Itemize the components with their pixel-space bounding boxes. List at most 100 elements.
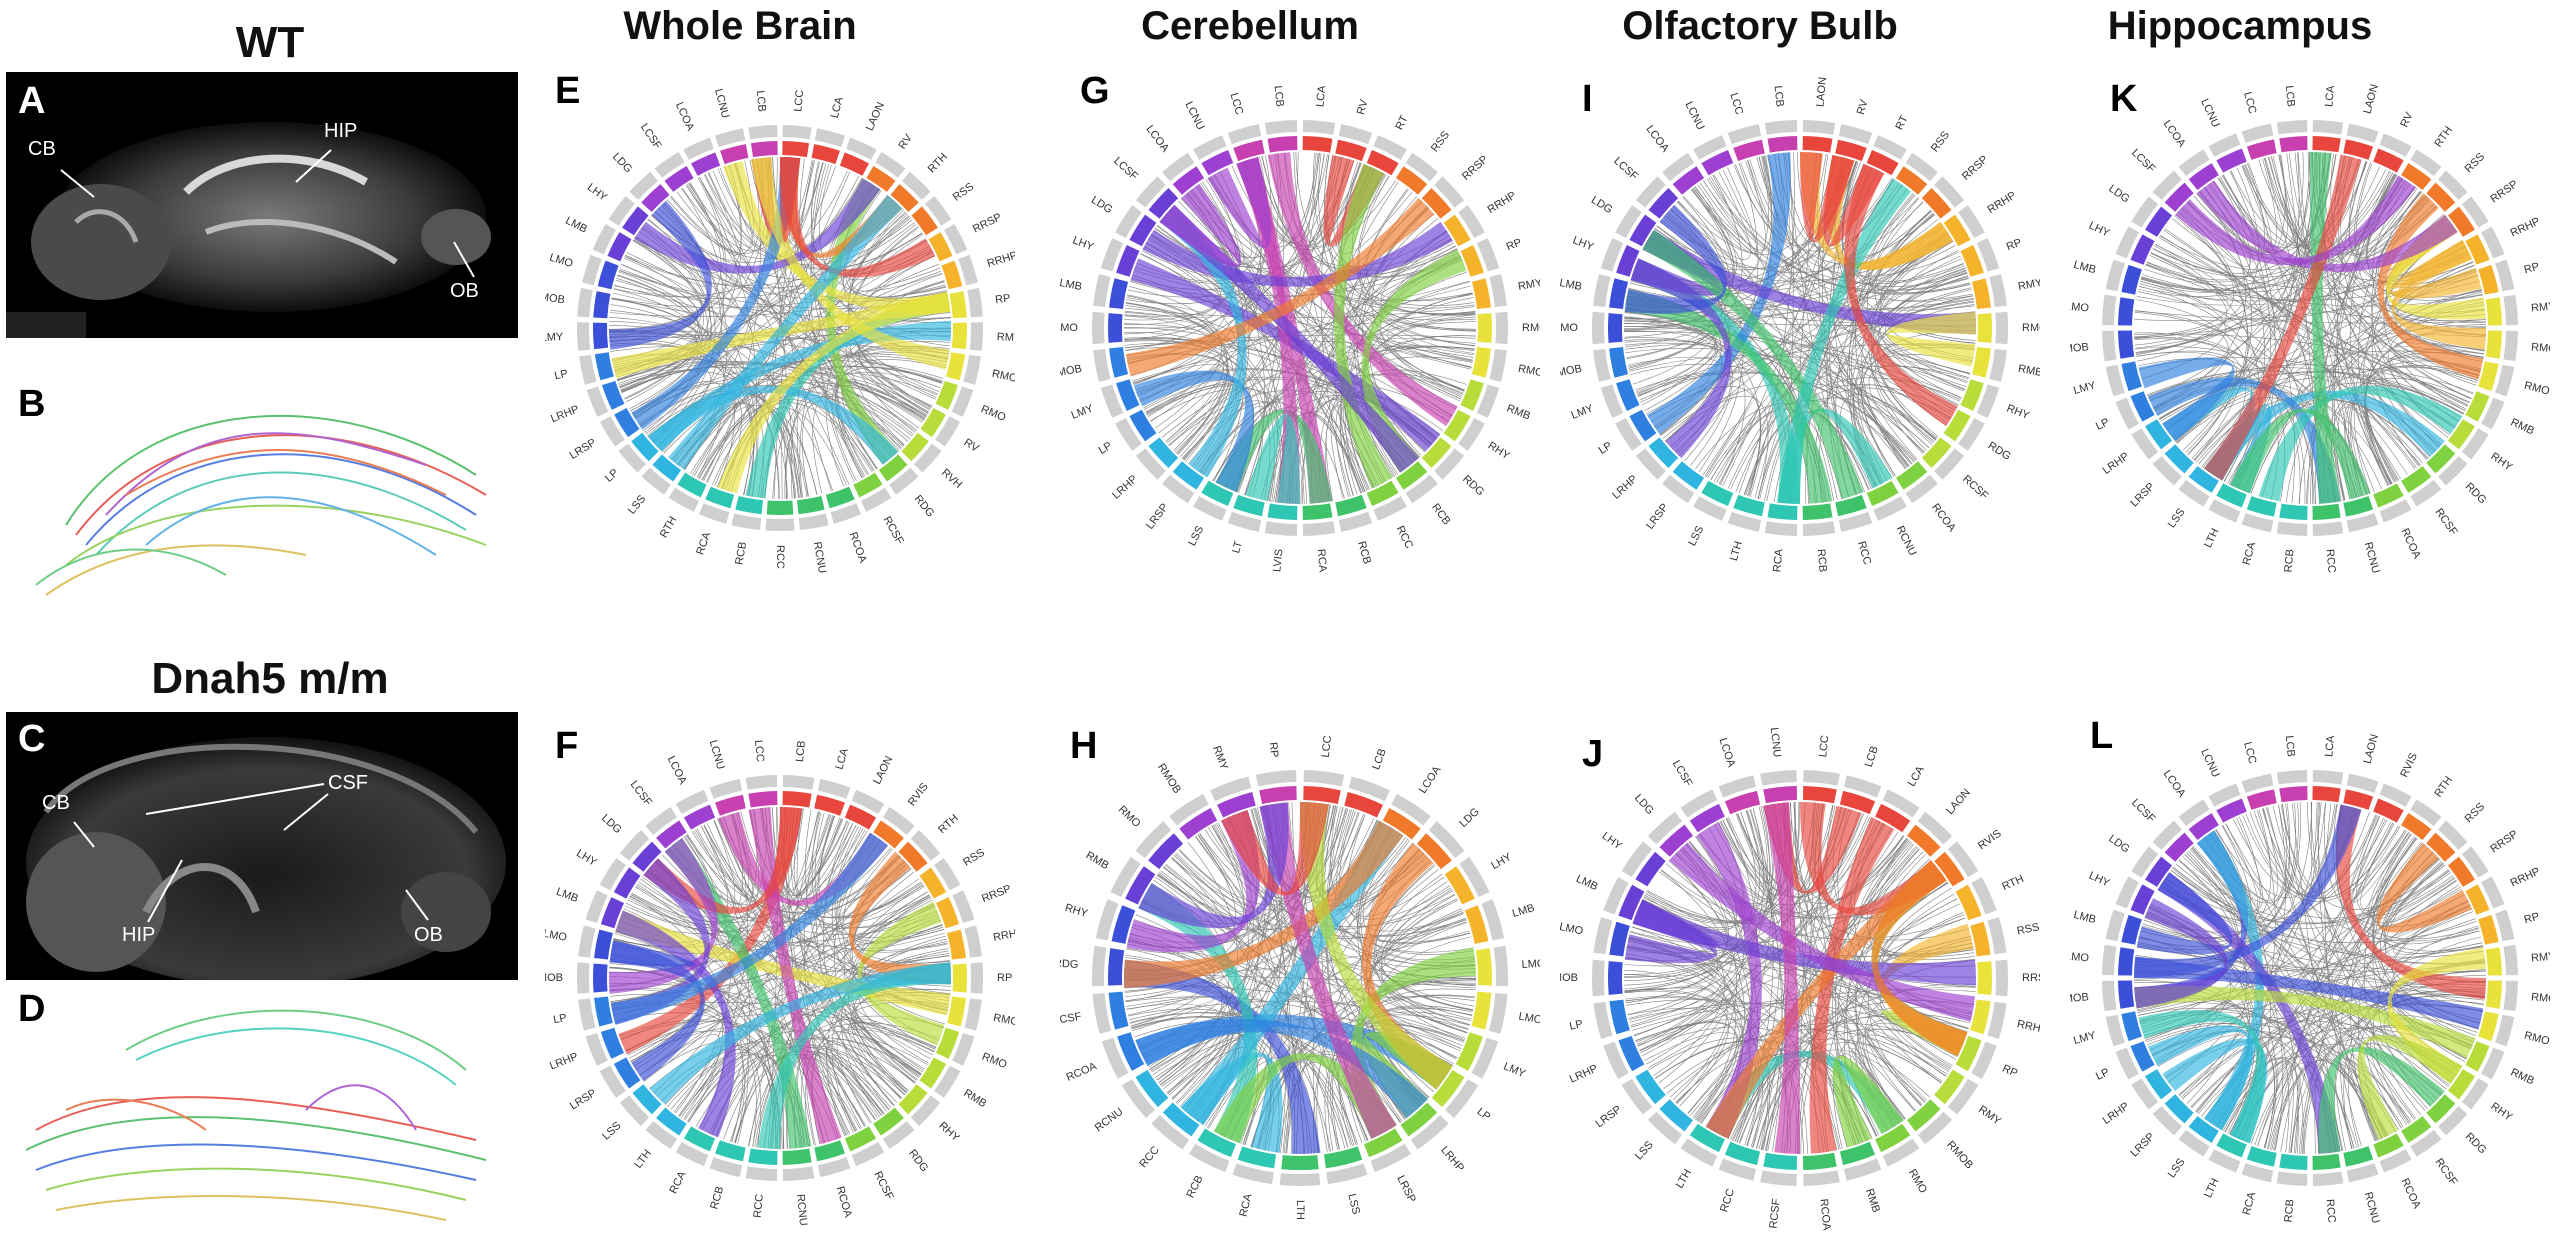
- ring-histogram: [782, 775, 815, 790]
- ring-histogram: [1958, 417, 1985, 451]
- ring-label: RCA: [694, 530, 713, 557]
- ring-histogram: [964, 998, 982, 1031]
- chord-line: [667, 1029, 928, 1107]
- anno-c-cb: CB: [42, 792, 70, 814]
- chord-ribbon: [848, 851, 951, 985]
- ring-histogram: [1635, 176, 1666, 208]
- ring-histogram: [1092, 311, 1105, 345]
- ring-segment: [656, 820, 687, 849]
- panel-letter-i: I: [1582, 78, 1593, 120]
- chord-panel-l: LCA LAON RVIS RTH RSS RRSP RRHP RP RMY RMOB RMO RMB…: [2070, 695, 2550, 1245]
- ring-histogram: [1989, 274, 2007, 308]
- ring-label: RRHP: [2509, 215, 2542, 239]
- ring-histogram: [1934, 176, 1965, 208]
- chord-line: [611, 267, 941, 309]
- ring-histogram: [1092, 945, 1107, 987]
- ring-segment: [664, 166, 694, 192]
- chord-line: [1636, 1022, 1739, 1124]
- ring-histogram: [1727, 124, 1762, 145]
- ring-segment: [2216, 1133, 2247, 1158]
- ring-histogram: [817, 1157, 851, 1177]
- ring-label: RCOA: [2398, 527, 2423, 561]
- chord-ribbon: [1763, 802, 1800, 1154]
- ring-label: RRSP: [980, 883, 1013, 905]
- ring-label: LHY: [1571, 234, 1596, 253]
- chord-line: [706, 159, 761, 483]
- ring-histogram: [1459, 856, 1490, 898]
- ring-label: RMOB: [1944, 1139, 1975, 1172]
- ring-label: LHY: [574, 847, 599, 869]
- chord-line: [2263, 157, 2346, 501]
- ring-segment: [748, 791, 778, 808]
- ring-histogram: [1873, 135, 1907, 160]
- ring-segment: [825, 486, 855, 509]
- ring-label: LTH: [1294, 1200, 1306, 1220]
- ring-label: RV: [1355, 98, 1371, 116]
- chord-line: [1625, 343, 1717, 398]
- chord-line: [1330, 805, 1474, 955]
- ring-label: LRSP: [568, 437, 599, 462]
- ring-label: LMO: [2070, 951, 2090, 965]
- ring-segment: [2401, 465, 2432, 493]
- chord-line: [2144, 172, 2394, 286]
- ring-label: LCB: [1863, 745, 1881, 769]
- ring-label: RRSP: [2488, 828, 2520, 855]
- panel-letter-f: F: [555, 725, 579, 767]
- chord-ribbon: [1832, 1055, 1904, 1148]
- ring-segment: [1763, 786, 1798, 804]
- ring-segment: [782, 1148, 812, 1165]
- ring-label: RSS: [1429, 129, 1452, 154]
- chord-line: [1707, 365, 1969, 478]
- chord-line: [2261, 808, 2399, 899]
- chord-panel-h: LCC LCB LCOA LDG LHY LMB LMO LMOB LMY LP LRHP LRSP L…: [1060, 695, 1540, 1245]
- ring-label: LDG: [2106, 833, 2131, 856]
- ring-label: LCSF: [2129, 797, 2158, 826]
- ring-histogram: [1303, 770, 1345, 787]
- ring-segment: [2312, 503, 2341, 520]
- ring-histogram: [2131, 196, 2159, 228]
- ring-segment: [2118, 330, 2135, 359]
- ring-histogram: [1481, 899, 1505, 941]
- ring-histogram: [2503, 980, 2518, 1012]
- ring-segment: [1303, 786, 1341, 805]
- ring-histogram: [1987, 1001, 2007, 1039]
- ring-segment: [853, 472, 883, 498]
- ring-label: RV: [962, 437, 982, 455]
- ring-label: LMO: [2070, 301, 2090, 315]
- ring-segment: [2343, 496, 2374, 517]
- ring-segment: [1648, 188, 1679, 219]
- ring-histogram: [2178, 149, 2210, 177]
- chord-line: [1251, 808, 1378, 897]
- ring-segment: [2343, 139, 2374, 160]
- chord-line: [1855, 854, 1926, 1124]
- ring-segment: [750, 141, 778, 158]
- ring-histogram: [1947, 1078, 1979, 1115]
- ring-histogram: [1227, 511, 1262, 532]
- ring-segment: [2373, 483, 2404, 508]
- ring-segment: [1395, 461, 1428, 490]
- chord-line: [1860, 295, 1974, 477]
- ring-segment: [715, 1140, 746, 1162]
- ring-label: LCOA: [673, 100, 697, 133]
- ring-histogram: [1434, 448, 1465, 480]
- ring-segment: [2373, 798, 2404, 823]
- chord-ribbon: [615, 910, 736, 1138]
- ring-segment: [748, 1148, 778, 1165]
- ring-label: RCSF: [1768, 1198, 1783, 1229]
- ring-histogram: [1151, 1115, 1190, 1150]
- ring-label: RDG: [912, 493, 937, 520]
- ring-histogram: [2481, 1047, 2505, 1080]
- ring-histogram: [1326, 1163, 1368, 1185]
- chord-line: [2135, 346, 2383, 489]
- ring-label: RCB: [2283, 549, 2297, 573]
- ring-segment: [2447, 419, 2475, 450]
- ring-histogram: [782, 125, 812, 140]
- ring-histogram: [1838, 511, 1873, 532]
- ring-label: RV: [2398, 110, 2416, 129]
- ring-segment: [735, 495, 763, 515]
- chord-ribbon: [1135, 1019, 1429, 1118]
- ring-label: LMB: [1060, 277, 1083, 293]
- ring-segment: [1977, 961, 1992, 995]
- chord-line: [1363, 1007, 1473, 1122]
- ring-histogram: [599, 858, 626, 891]
